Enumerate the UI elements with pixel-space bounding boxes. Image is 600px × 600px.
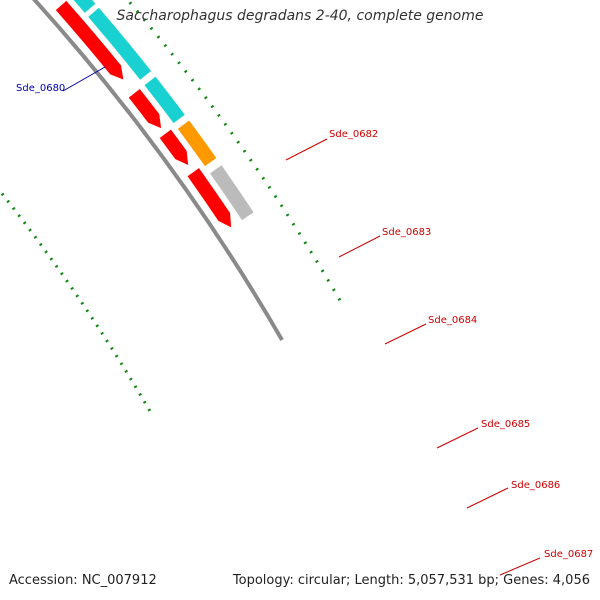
map-title: Saccharophagus degradans 2-40, complete … xyxy=(116,8,484,24)
callout-line xyxy=(499,557,541,576)
feature-cds-0683 xyxy=(73,0,96,13)
feature-cds-0685 xyxy=(144,76,185,124)
feature-gene-sde-0687 xyxy=(187,168,232,228)
gene-label-sde-0685[interactable]: Sde_0685 xyxy=(481,419,530,430)
callout-line xyxy=(285,138,328,161)
feature-cds-0686 xyxy=(177,120,217,167)
callout-line xyxy=(338,235,381,258)
gene-label-sde-0683[interactable]: Sde_0683 xyxy=(382,227,431,238)
callout-line xyxy=(62,66,106,92)
callout-line xyxy=(384,323,427,345)
feature-gene-sde-0685 xyxy=(128,88,162,129)
backbone-arc xyxy=(31,0,284,342)
callout-line xyxy=(436,427,479,449)
callout-line xyxy=(466,487,509,509)
genome-backbone xyxy=(31,0,284,342)
feature-track xyxy=(55,0,254,228)
feature-cds-0687 xyxy=(210,165,254,221)
gene-label-sde-0682[interactable]: Sde_0682 xyxy=(329,129,378,140)
feature-gene-sde-0684 xyxy=(55,0,124,80)
gene-label-sde-0686[interactable]: Sde_0686 xyxy=(511,480,560,491)
feature-gene-sde-0686 xyxy=(159,129,189,166)
tick-marks xyxy=(0,0,344,416)
gene-label-sde-0684[interactable]: Sde_0684 xyxy=(428,315,477,326)
feature-cds-0684 xyxy=(88,7,152,80)
gene-callouts: Sde_0680 Sde_0682 Sde_0683 Sde_0684 Sde_0685… xyxy=(16,66,593,576)
gene-label-sde-0680[interactable]: Sde_0680 xyxy=(16,83,65,94)
genome-summary-label: Topology: circular; Length: 5,057,531 bp… xyxy=(232,573,590,588)
gene-label-sde-0687[interactable]: Sde_0687 xyxy=(544,549,593,560)
accession-label: Accession: NC_007912 xyxy=(9,573,157,588)
